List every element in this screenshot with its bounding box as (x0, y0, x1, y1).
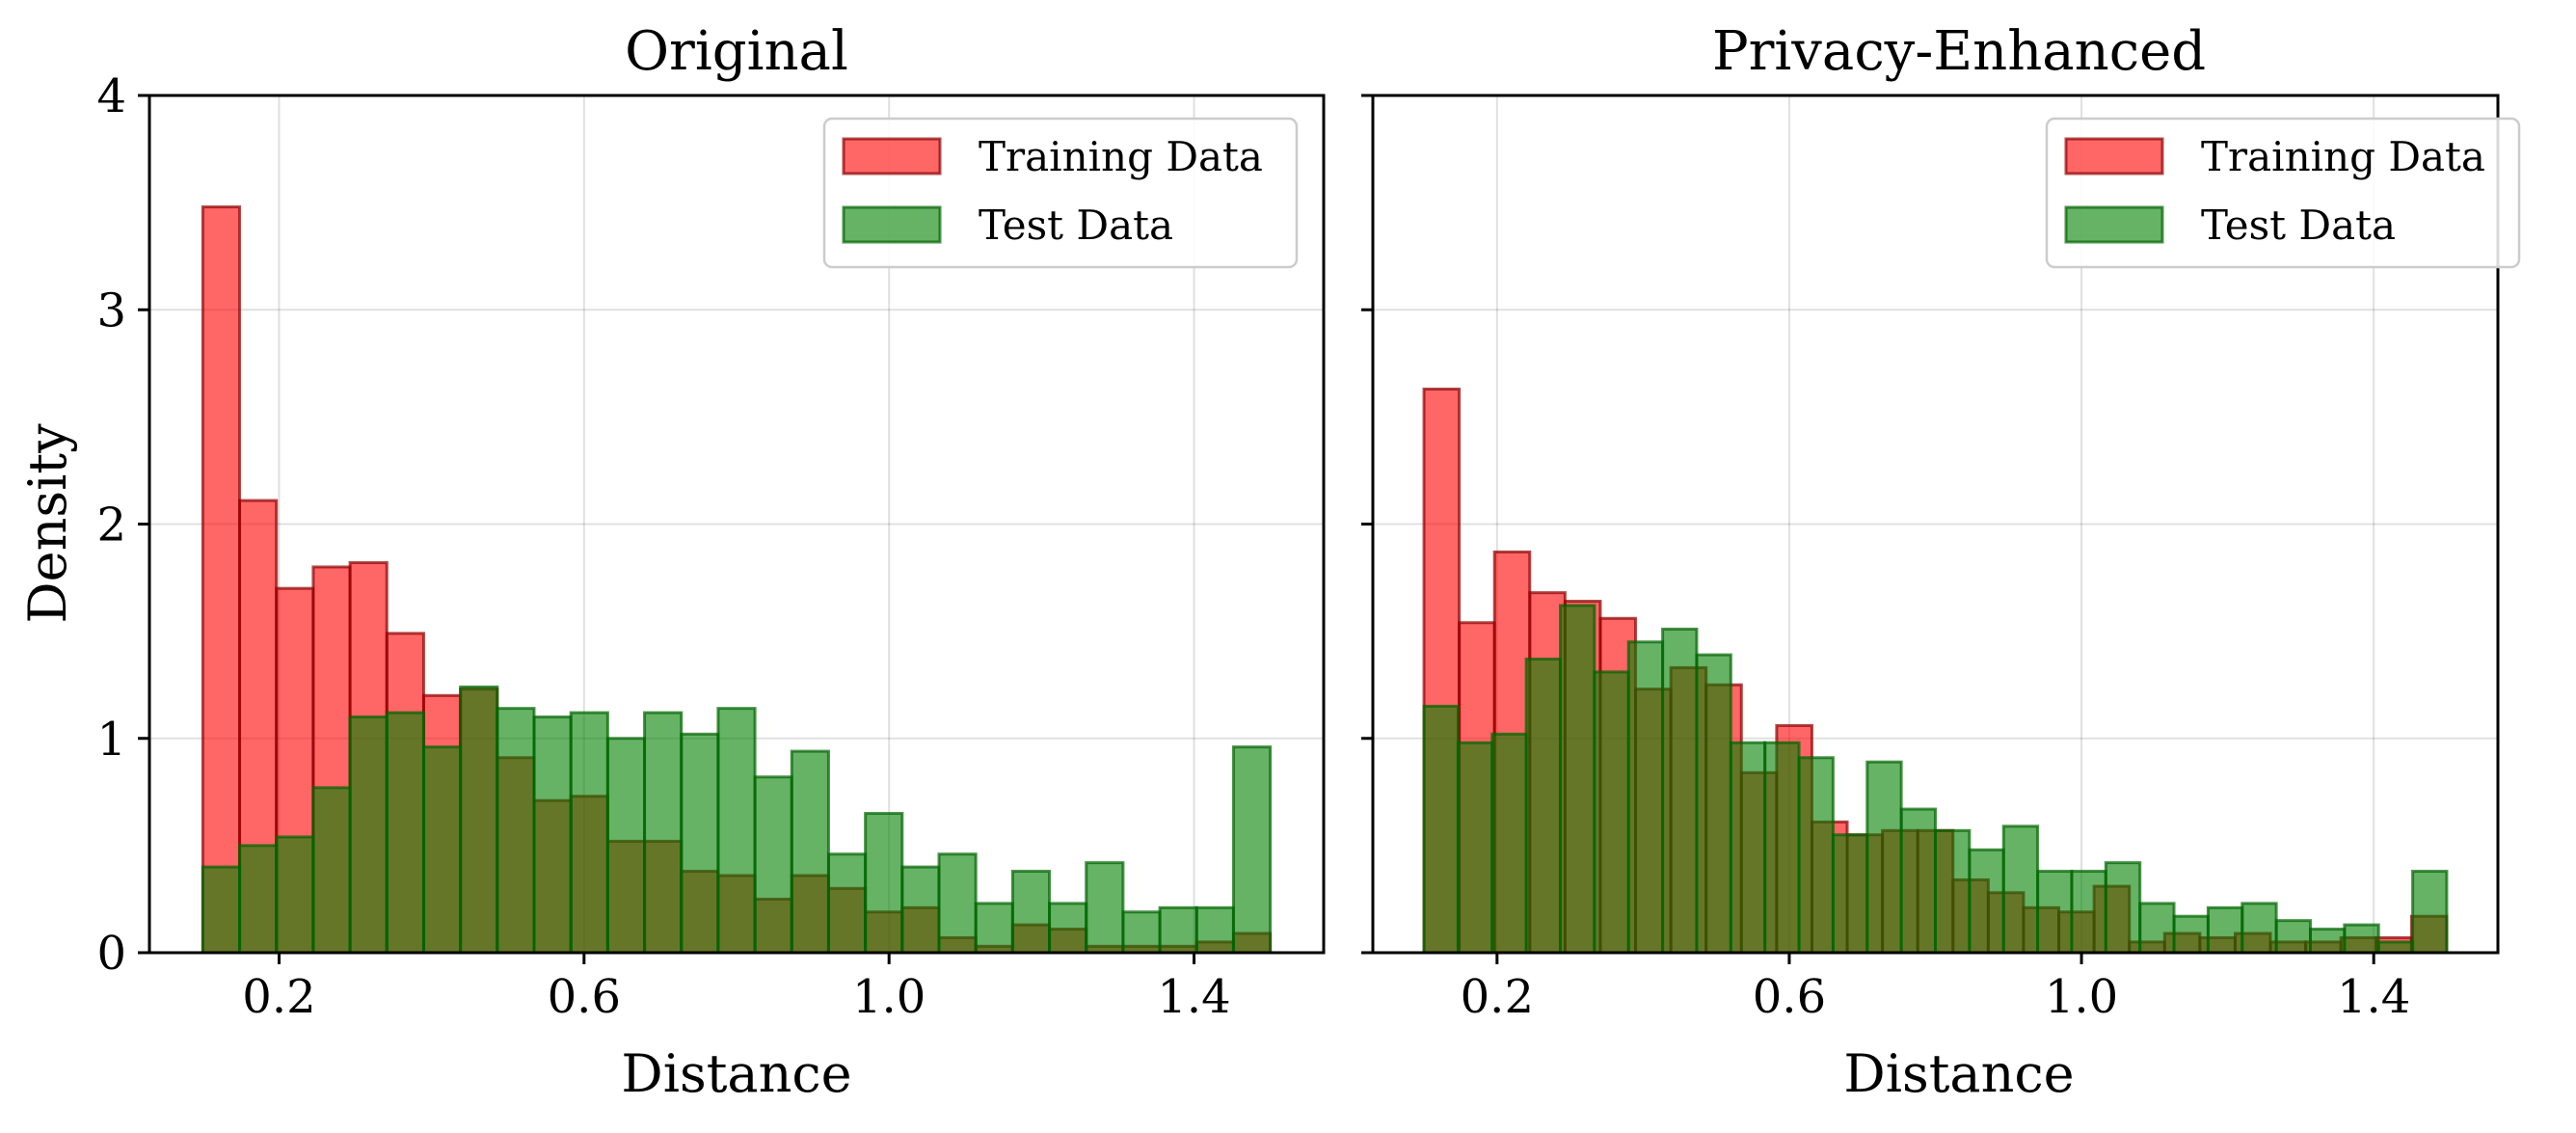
bar-original-test-data-0 (201, 865, 242, 955)
ytick-label-original-4: 4 (96, 69, 126, 123)
bar-privacy-enhanced-test-data-26 (2309, 928, 2347, 955)
xtick-label-original-0: 0.2 (242, 970, 315, 1024)
bar-original-test-data-18 (864, 812, 904, 955)
bar-original-test-data-11 (605, 737, 647, 955)
bar-privacy-enhanced-test-data-22 (2172, 914, 2210, 955)
bar-original-test-data-14 (716, 707, 757, 955)
bar-privacy-enhanced-test-data-29 (2411, 870, 2449, 955)
bar-original-test-data-6 (421, 745, 463, 955)
xtick-label-privacy-enhanced-0: 0.2 (1461, 970, 1534, 1024)
bar-original-training-data-0 (201, 205, 242, 955)
bar-original-test-data-23 (1048, 902, 1088, 955)
ytick-label-original-2: 2 (96, 499, 126, 553)
bar-privacy-enhanced-test-data-3 (1524, 658, 1562, 955)
bar-original-test-data-20 (937, 852, 978, 955)
bars-privacy-enhanced (1422, 387, 2449, 955)
bar-original-test-data-2 (275, 835, 315, 955)
bar-privacy-enhanced-test-data-28 (2376, 940, 2415, 955)
bar-privacy-enhanced-test-data-7 (1661, 627, 1699, 955)
xtick-label-original-2: 1.0 (852, 970, 926, 1024)
bar-privacy-enhanced-test-data-9 (1729, 741, 1767, 955)
bar-original-test-data-10 (569, 711, 609, 955)
xtick-label-original-1: 0.6 (548, 970, 621, 1024)
legend-label-test-original: Test Data (979, 202, 1173, 249)
bar-privacy-enhanced-test-data-14 (1899, 807, 1937, 955)
bar-privacy-enhanced-test-data-10 (1763, 741, 1801, 955)
bar-privacy-enhanced-test-data-1 (1456, 741, 1494, 955)
bar-privacy-enhanced-test-data-0 (1422, 704, 1460, 955)
bar-privacy-enhanced-test-data-6 (1626, 640, 1665, 955)
xlabel-privacy-enhanced: Distance (1843, 1043, 2074, 1104)
xtick-label-privacy-enhanced-2: 1.0 (2045, 970, 2118, 1024)
bar-original-test-data-12 (643, 711, 684, 955)
bar-original-test-data-7 (459, 685, 499, 955)
title-privacy-enhanced: Privacy-Enhanced (1712, 20, 2206, 83)
ytick-label-original-0: 0 (96, 927, 126, 981)
title-original: Original (625, 20, 848, 83)
bar-original-test-data-26 (1158, 905, 1198, 955)
bar-original-test-data-15 (753, 775, 793, 955)
bar-privacy-enhanced-test-data-8 (1695, 653, 1732, 955)
bar-privacy-enhanced-test-data-27 (2343, 923, 2380, 955)
ytick-label-original-3: 3 (96, 283, 126, 337)
bar-original-test-data-25 (1121, 910, 1162, 955)
legend-swatch-test-privacy-enhanced (2064, 205, 2164, 244)
bar-original-test-data-21 (974, 902, 1014, 955)
bar-privacy-enhanced-test-data-24 (2241, 902, 2278, 955)
legend-original: Training Data Test Data (822, 117, 1299, 269)
bar-privacy-enhanced-test-data-13 (1865, 760, 1903, 955)
bar-privacy-enhanced-test-data-5 (1593, 670, 1630, 955)
legend-label-test-privacy-enhanced: Test Data (2201, 202, 2396, 249)
legend-swatch-test-original (842, 205, 942, 244)
bar-original-test-data-16 (790, 749, 830, 955)
xtick-label-original-3: 1.4 (1157, 970, 1230, 1024)
bar-privacy-enhanced-test-data-12 (1831, 833, 1869, 955)
legend-privacy-enhanced: Training Data Test Data (2045, 117, 2521, 269)
bar-privacy-enhanced-test-data-25 (2274, 919, 2313, 955)
ticks-privacy-enhanced: 0.2 0.6 1.0 1.4 (1361, 94, 2410, 1024)
legend-swatch-training-original (842, 137, 942, 175)
legend-swatch-training-privacy-enhanced (2064, 137, 2164, 175)
bar-original-test-data-17 (826, 852, 868, 955)
legend-frame-original (822, 117, 1299, 269)
bar-original-test-data-1 (238, 844, 279, 955)
bar-original-test-data-19 (900, 865, 941, 955)
bar-privacy-enhanced-test-data-23 (2206, 905, 2244, 955)
bar-privacy-enhanced-test-data-21 (2138, 902, 2176, 955)
xlabel-original: Distance (621, 1043, 851, 1104)
legend-label-training-privacy-enhanced: Training Data (2201, 133, 2485, 180)
xtick-label-privacy-enhanced-3: 1.4 (2337, 970, 2410, 1024)
bar-original-test-data-13 (680, 732, 720, 955)
bar-original-test-data-22 (1010, 870, 1052, 955)
bar-privacy-enhanced-test-data-2 (1490, 732, 1528, 955)
bar-privacy-enhanced-test-data-20 (2104, 861, 2142, 955)
bar-original-test-data-4 (348, 715, 389, 955)
bar-privacy-enhanced-test-data-11 (1797, 756, 1835, 955)
bar-privacy-enhanced-test-data-19 (2070, 870, 2107, 955)
ytick-label-original-1: 1 (96, 713, 126, 767)
xtick-label-privacy-enhanced-1: 0.6 (1753, 970, 1826, 1024)
bar-original-test-data-8 (496, 707, 536, 955)
bar-original-test-data-5 (385, 711, 425, 955)
bar-privacy-enhanced-test-data-4 (1559, 604, 1597, 955)
bar-original-test-data-3 (311, 786, 352, 955)
legend-frame-privacy-enhanced (2045, 117, 2521, 269)
bar-privacy-enhanced-test-data-16 (1968, 848, 2005, 955)
ylabel-original: Density (17, 423, 78, 624)
bar-original-test-data-27 (1194, 905, 1235, 955)
panel-privacy-enhanced: 0.2 0.6 1.0 1.4 Privacy-Enhanced Distance T… (1361, 20, 2521, 1104)
legend-label-training-original: Training Data (979, 133, 1263, 180)
bar-original-test-data-28 (1231, 745, 1273, 955)
bar-privacy-enhanced-test-data-17 (2001, 824, 2040, 955)
ticks-original: 0.2 0.6 1.0 1.4 0 1 2 3 4 (96, 69, 1230, 1024)
bar-original-test-data-24 (1085, 861, 1125, 955)
bar-privacy-enhanced-test-data-18 (2036, 870, 2074, 955)
bar-original-test-data-9 (532, 715, 573, 955)
panel-original: 0.2 0.6 1.0 1.4 0 1 2 3 4 Original Distance Dens… (17, 20, 1326, 1104)
bar-privacy-enhanced-test-data-15 (1934, 828, 1972, 955)
